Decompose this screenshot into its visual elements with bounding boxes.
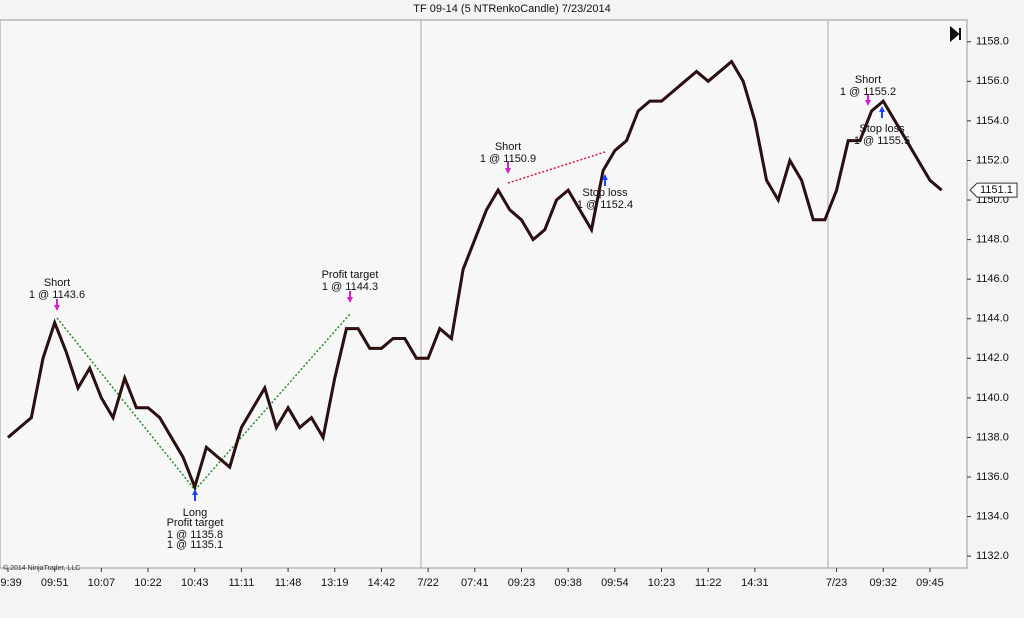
y-tick-label: 1132.0 xyxy=(976,550,1009,562)
y-tick-label: 1154.0 xyxy=(976,115,1009,127)
x-tick-label: 10:43 xyxy=(181,577,209,589)
x-tick-label: 14:31 xyxy=(741,577,769,589)
trade-line xyxy=(56,317,196,491)
x-tick-label: 09:51 xyxy=(41,577,69,589)
trade-annotation: Short xyxy=(44,277,70,289)
x-tick-label: 10:07 xyxy=(88,577,116,589)
x-tick-label: 07:41 xyxy=(461,577,489,589)
price-line-wick xyxy=(7,60,942,489)
trade-arrow xyxy=(192,489,198,501)
x-tick-label: 7/22 xyxy=(417,577,438,589)
y-tick-label: 1134.0 xyxy=(976,510,1009,522)
x-tick-label: 09:54 xyxy=(601,577,629,589)
trade-arrow xyxy=(865,94,871,106)
price-marker: 1151.1 xyxy=(980,184,1013,196)
x-tick-label: 11:11 xyxy=(228,577,254,589)
x-tick-label: 13:19 xyxy=(321,577,349,589)
y-tick-label: 1148.0 xyxy=(976,234,1009,246)
trade-line xyxy=(507,151,606,184)
y-tick-label: 1144.0 xyxy=(976,313,1009,325)
y-tick-label: 1136.0 xyxy=(976,471,1009,483)
scroll-end-button[interactable] xyxy=(950,25,961,43)
trade-annotation: Stop loss xyxy=(582,187,628,199)
trade-arrow xyxy=(602,174,608,186)
y-tick-label: 1138.0 xyxy=(976,431,1009,443)
x-tick-label: 7/23 xyxy=(826,577,847,589)
trade-annotation: 1 @ 1150.9 xyxy=(480,153,536,165)
plot-area xyxy=(0,19,968,569)
y-tick-label: 1142.0 xyxy=(976,352,1009,364)
trade-annotation: Stop loss xyxy=(859,123,905,135)
copyright: © 2014 NinjaTrader, LLC xyxy=(3,564,80,572)
x-tick-label: 09:39 xyxy=(0,577,22,589)
trade-arrow xyxy=(879,106,885,118)
x-tick-label: 10:22 xyxy=(134,577,162,589)
price-marker-box xyxy=(969,182,1018,198)
trade-annotation: Short xyxy=(855,74,881,86)
trade-annotation: Short xyxy=(495,141,521,153)
x-tick-label: 09:38 xyxy=(554,577,582,589)
trade-annotation: 1 @ 1135.1 xyxy=(167,539,223,551)
x-tick-label: 10:23 xyxy=(648,577,676,589)
trade-annotation: 1 @ 1152.4 xyxy=(577,199,633,211)
x-tick-label: 14:42 xyxy=(368,577,396,589)
chart-title: TF 09-14 (5 NTRenkoCandle) 7/23/2014 xyxy=(413,3,611,15)
trade-annotation: 1 @ 1155.2 xyxy=(840,86,896,98)
trade-annotation: Profit target xyxy=(322,269,379,281)
x-tick-label: 09:23 xyxy=(508,577,536,589)
x-tick-label: 11:48 xyxy=(275,577,302,589)
x-tick-label: 09:32 xyxy=(869,577,897,589)
trade-arrow xyxy=(347,291,353,303)
trade-annotation: 1 @ 1144.3 xyxy=(322,281,378,293)
y-tick-label: 1140.0 xyxy=(976,392,1009,404)
x-tick-label: 09:45 xyxy=(916,577,944,589)
y-tick-label: 1158.0 xyxy=(976,36,1009,48)
trade-annotation: 1 @ 1135.8 xyxy=(167,529,223,541)
trade-annotation: Profit target xyxy=(167,517,224,529)
trade-arrow xyxy=(54,299,60,311)
trade-annotation: 1 @ 1143.6 xyxy=(29,289,85,301)
y-tick-label: 1152.0 xyxy=(976,154,1009,166)
trade-annotation: Long xyxy=(183,507,207,519)
y-tick-label: 1156.0 xyxy=(976,75,1009,87)
trade-annotation: 1 @ 1155.5 xyxy=(854,135,910,147)
trade-line xyxy=(194,313,351,491)
trade-arrow xyxy=(505,162,511,174)
x-tick-label: 11:22 xyxy=(695,577,722,589)
y-tick-label: 1146.0 xyxy=(976,273,1009,285)
